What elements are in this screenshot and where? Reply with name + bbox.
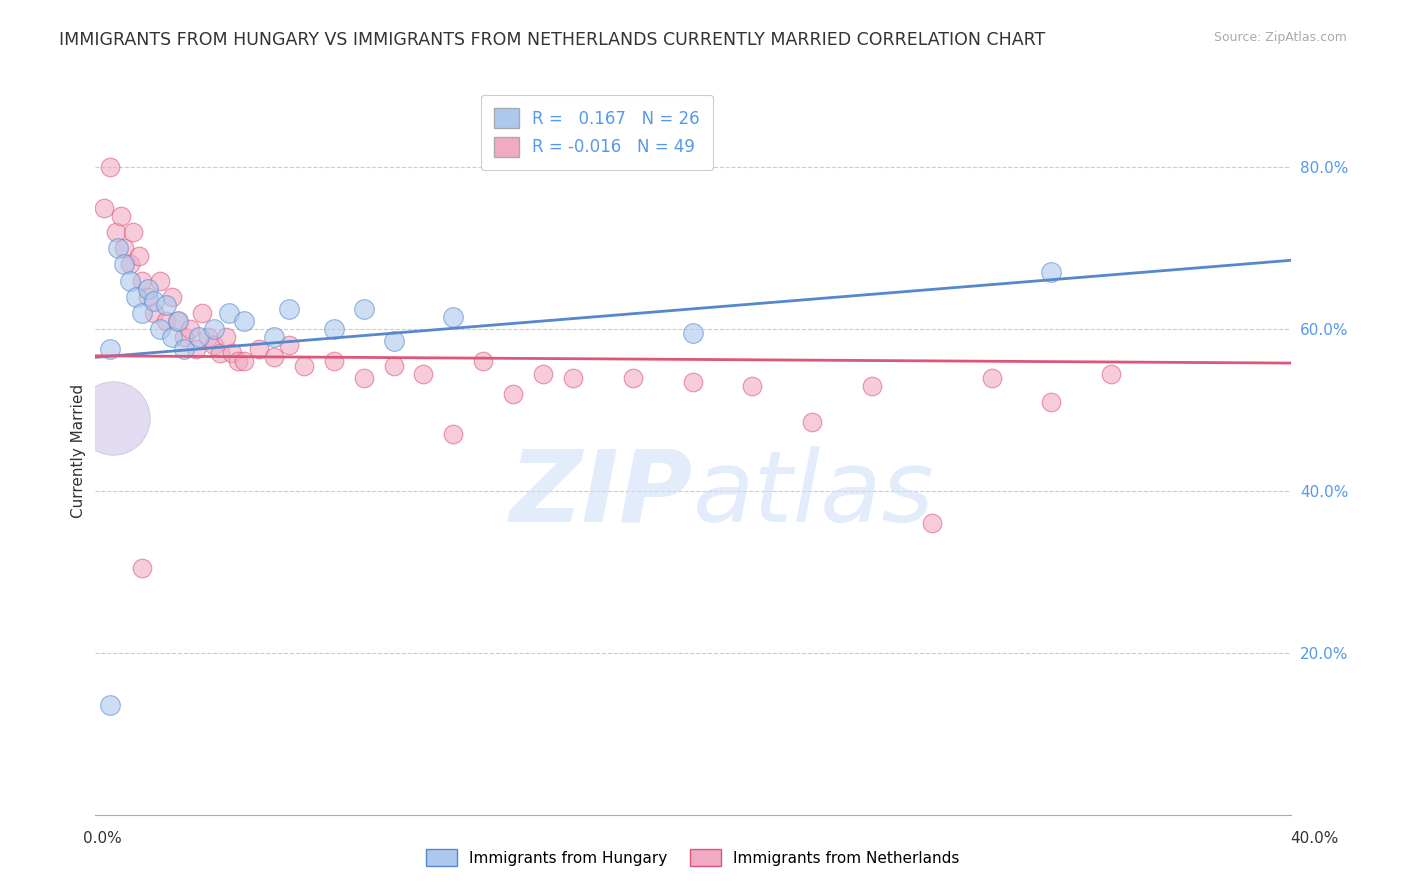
- Point: [860, 378, 883, 392]
- Point: [682, 375, 704, 389]
- Point: [218, 306, 240, 320]
- Point: [162, 330, 184, 344]
- Point: [682, 326, 704, 340]
- Text: 40.0%: 40.0%: [1291, 831, 1339, 846]
- Point: [155, 298, 177, 312]
- Point: [263, 330, 285, 344]
- Point: [110, 209, 132, 223]
- Point: [562, 370, 585, 384]
- Point: [138, 290, 160, 304]
- Point: [741, 378, 763, 392]
- Point: [98, 343, 121, 357]
- Point: [131, 306, 153, 320]
- Point: [197, 330, 219, 344]
- Y-axis label: Currently Married: Currently Married: [72, 384, 86, 517]
- Point: [292, 359, 315, 373]
- Point: [801, 415, 824, 429]
- Point: [441, 427, 464, 442]
- Point: [502, 387, 524, 401]
- Point: [167, 314, 190, 328]
- Text: Source: ZipAtlas.com: Source: ZipAtlas.com: [1213, 31, 1347, 45]
- Point: [128, 249, 150, 263]
- Point: [233, 354, 256, 368]
- Point: [209, 346, 232, 360]
- Point: [980, 370, 1002, 384]
- Text: atlas: atlas: [693, 446, 934, 542]
- Point: [472, 354, 495, 368]
- Point: [138, 282, 160, 296]
- Point: [173, 343, 195, 357]
- Point: [322, 354, 344, 368]
- Point: [233, 314, 256, 328]
- Point: [322, 322, 344, 336]
- Point: [122, 225, 145, 239]
- Point: [221, 346, 243, 360]
- Point: [188, 330, 211, 344]
- Point: [107, 241, 129, 255]
- Point: [143, 293, 166, 308]
- Point: [162, 290, 184, 304]
- Point: [120, 274, 142, 288]
- Text: ZIP: ZIP: [509, 446, 693, 542]
- Point: [173, 330, 195, 344]
- Text: 0.0%: 0.0%: [83, 831, 122, 846]
- Point: [93, 201, 115, 215]
- Point: [277, 338, 299, 352]
- Point: [412, 367, 434, 381]
- Point: [98, 698, 121, 713]
- Point: [1040, 395, 1063, 409]
- Point: [202, 322, 225, 336]
- Point: [131, 561, 153, 575]
- Point: [101, 411, 124, 425]
- Point: [921, 516, 943, 531]
- Point: [114, 257, 136, 271]
- Point: [226, 354, 249, 368]
- Point: [167, 314, 190, 328]
- Point: [353, 301, 375, 316]
- Point: [143, 306, 166, 320]
- Text: IMMIGRANTS FROM HUNGARY VS IMMIGRANTS FROM NETHERLANDS CURRENTLY MARRIED CORRELA: IMMIGRANTS FROM HUNGARY VS IMMIGRANTS FR…: [59, 31, 1045, 49]
- Point: [186, 343, 208, 357]
- Point: [382, 334, 405, 349]
- Point: [1099, 367, 1122, 381]
- Point: [531, 367, 554, 381]
- Point: [104, 225, 127, 239]
- Point: [621, 370, 644, 384]
- Point: [125, 290, 148, 304]
- Point: [114, 241, 136, 255]
- Point: [277, 301, 299, 316]
- Point: [215, 330, 238, 344]
- Point: [191, 306, 214, 320]
- Point: [149, 274, 172, 288]
- Point: [202, 338, 225, 352]
- Point: [155, 314, 177, 328]
- Point: [382, 359, 405, 373]
- Point: [1040, 265, 1063, 279]
- Point: [98, 161, 121, 175]
- Point: [179, 322, 201, 336]
- Legend: R =   0.167   N = 26, R = -0.016   N = 49: R = 0.167 N = 26, R = -0.016 N = 49: [481, 95, 713, 170]
- Point: [441, 310, 464, 324]
- Point: [247, 343, 270, 357]
- Point: [120, 257, 142, 271]
- Point: [353, 370, 375, 384]
- Point: [149, 322, 172, 336]
- Point: [263, 351, 285, 365]
- Point: [131, 274, 153, 288]
